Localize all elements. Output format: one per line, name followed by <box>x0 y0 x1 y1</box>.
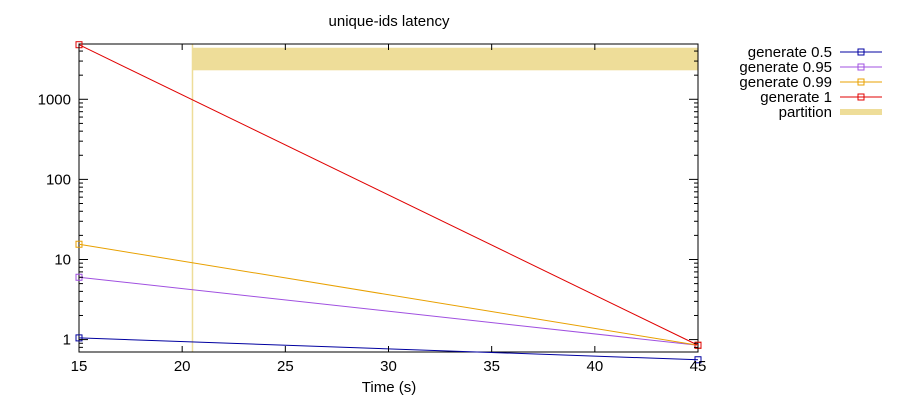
chart-title: unique-ids latency <box>329 13 450 30</box>
x-tick-label: 40 <box>586 358 603 375</box>
legend-label: generate 1 <box>760 89 832 106</box>
series-line <box>78 276 699 346</box>
data-point-marker <box>75 240 83 248</box>
y-tick-label: 100 <box>46 171 71 188</box>
legend-label: generate 0.5 <box>748 44 832 61</box>
data-point-marker <box>75 334 83 342</box>
y-tick-label: 10 <box>54 251 71 268</box>
y-tick-label: 1000 <box>38 91 71 108</box>
x-tick-label: 15 <box>71 358 88 375</box>
x-axis-ticks: 15 20 25 30 35 40 45 <box>71 44 707 375</box>
series-3 <box>75 41 702 349</box>
legend-label: generate 0.95 <box>739 59 832 76</box>
x-tick-label: 35 <box>483 358 500 375</box>
series-line <box>78 44 699 346</box>
legend-swatch-marker <box>857 93 865 101</box>
x-tick-label: 45 <box>690 358 707 375</box>
legend-swatch-marker <box>857 78 865 86</box>
series-1 <box>75 273 702 349</box>
series-line <box>78 243 699 346</box>
x-axis-label: Time (s) <box>362 379 416 396</box>
legend-swatch-marker <box>857 63 865 71</box>
x-tick-label: 20 <box>174 358 191 375</box>
legend-label: partition <box>779 104 832 121</box>
plot-area <box>75 41 702 364</box>
x-tick-label: 25 <box>277 358 294 375</box>
legend-swatch-marker <box>857 48 865 56</box>
data-point-marker <box>694 356 702 364</box>
partition-band <box>192 47 698 71</box>
legend-label: generate 0.99 <box>739 74 832 91</box>
legend-swatch-band <box>840 109 882 115</box>
x-tick-label: 30 <box>380 358 397 375</box>
y-axis-ticks: 1 10 100 1000 <box>38 50 698 353</box>
series-2 <box>75 240 702 349</box>
y-tick-label: 1 <box>63 332 71 349</box>
